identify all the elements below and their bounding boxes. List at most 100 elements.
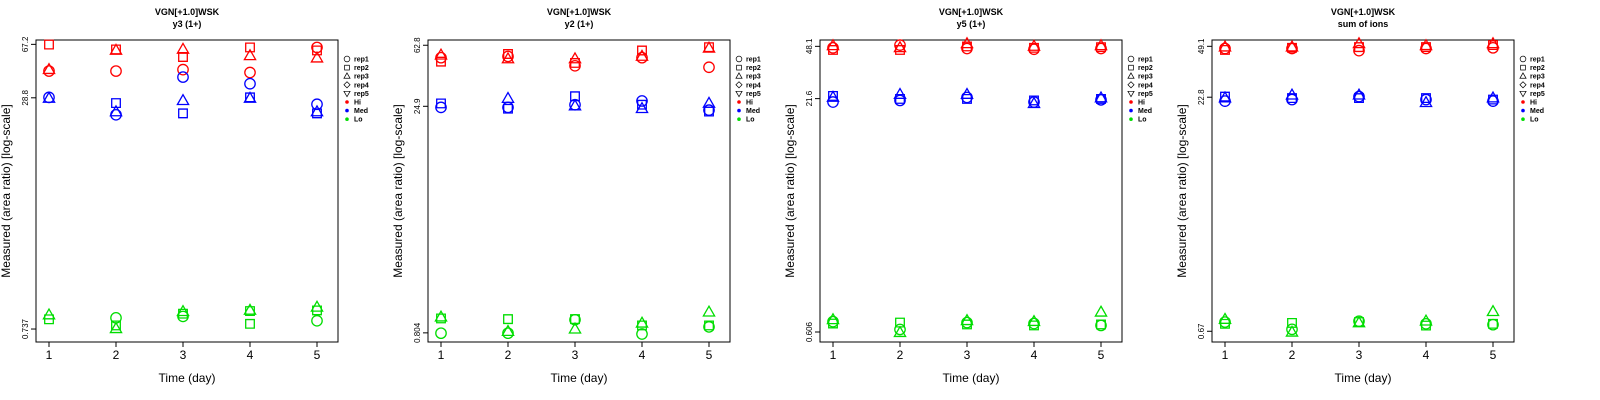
legend-label: Hi (354, 100, 361, 107)
legend-marker (343, 72, 351, 79)
data-point (110, 108, 122, 121)
data-point (1220, 44, 1230, 55)
chart-subtitle: y2 (1+) (565, 19, 594, 29)
legend-label: rep2 (354, 65, 369, 72)
data-point (1352, 315, 1366, 328)
y-tick-label: 48.1 (805, 38, 814, 54)
legend-marker (1127, 81, 1135, 89)
y-tick-label: 28.8 (21, 89, 30, 105)
data-point (502, 327, 514, 340)
y-tick-label: 0.606 (805, 321, 814, 342)
x-tick-label: 2 (505, 348, 512, 362)
data-point (961, 42, 973, 55)
x-axis-label: Time (day) (943, 371, 1000, 385)
data-point (893, 87, 907, 99)
legend-marker (735, 81, 743, 89)
data-point (501, 324, 515, 337)
chart-subtitle: y5 (1+) (957, 19, 986, 29)
legend-label: rep2 (1530, 65, 1545, 72)
data-point (962, 93, 972, 104)
x-tick-label: 1 (46, 348, 53, 362)
y-tick-label: 22.8 (1197, 89, 1206, 105)
y-tick-label: 62.8 (413, 37, 422, 53)
data-point (635, 101, 649, 114)
data-point (1094, 90, 1108, 103)
legend-marker (1521, 117, 1525, 121)
legend-label: rep1 (1530, 57, 1545, 64)
data-point (310, 104, 324, 117)
legend-marker (343, 55, 351, 63)
plot-frame (1211, 39, 1515, 343)
legend-label: rep3 (1138, 74, 1153, 81)
data-point (1420, 93, 1432, 106)
y-tick-label: 24.9 (413, 98, 422, 114)
legend-label: Med (1530, 108, 1544, 115)
data-point (568, 51, 582, 64)
legend-label: rep5 (1138, 91, 1153, 98)
data-point (44, 39, 54, 50)
data-point (1219, 316, 1231, 328)
data-point (42, 307, 56, 320)
legend-marker (1129, 100, 1133, 104)
data-point (826, 90, 840, 102)
data-point (243, 48, 257, 61)
chart-panel-3: VGN[+1.0]WSK y5 (1+) 1 2 3 4 5 Time (day) 0.606 2… (783, 0, 1184, 400)
data-point (1487, 95, 1499, 107)
x-tick-label: 3 (572, 348, 579, 362)
data-point (177, 310, 189, 323)
x-axis-label: Time (day) (159, 371, 216, 385)
data-point (703, 321, 715, 333)
legend-label: Hi (746, 100, 753, 107)
legend-label: rep5 (354, 91, 369, 98)
data-point (1029, 320, 1039, 331)
data-point (895, 45, 905, 55)
data-point (828, 45, 838, 55)
data-point (961, 91, 973, 104)
legend-marker (1519, 90, 1527, 98)
plot-frame (35, 39, 339, 343)
legend-label: rep3 (354, 74, 369, 81)
legend-label: rep5 (1530, 91, 1545, 98)
legend-label: Med (354, 108, 368, 115)
data-point (178, 108, 188, 119)
legend-label: rep4 (746, 82, 761, 89)
data-point (177, 71, 189, 83)
data-point (1487, 41, 1499, 54)
x-tick-label: 5 (1098, 348, 1105, 362)
legend-marker (1519, 72, 1527, 79)
x-tick-label: 4 (639, 348, 646, 362)
data-point (109, 321, 123, 334)
data-point (569, 313, 581, 326)
plot-frame (819, 39, 1123, 343)
x-tick-label: 1 (438, 348, 445, 362)
y-axis-label: Measured (area ratio) [log-scale] (0, 104, 13, 277)
legend-marker (1129, 108, 1133, 113)
data-point (569, 59, 581, 72)
x-tick-label: 4 (1423, 348, 1430, 362)
y-axis-label: Measured (area ratio) [log-scale] (391, 104, 405, 277)
data-point (1353, 44, 1365, 57)
legend-marker (345, 117, 349, 121)
data-point (311, 98, 323, 111)
chart-svg-4: VGN[+1.0]WSK sum of ions 1 2 3 4 5 Time (day) 0.… (1175, 7, 1545, 385)
data-point (636, 95, 648, 107)
data-point (312, 45, 322, 56)
data-point (894, 39, 906, 51)
legend-marker (345, 100, 349, 104)
y-tick-label: 67.2 (21, 36, 30, 52)
x-tick-label: 5 (1490, 348, 1497, 362)
data-point (244, 66, 256, 79)
data-point (637, 320, 647, 331)
legend-label: Lo (1138, 117, 1147, 124)
data-point (43, 65, 55, 77)
x-tick-label: 2 (113, 348, 120, 362)
data-point (245, 42, 255, 53)
legend-marker (1127, 55, 1135, 63)
data-point (1286, 93, 1298, 106)
data-point (501, 51, 515, 64)
data-point (1027, 96, 1041, 109)
data-point (635, 49, 649, 61)
chart-subtitle: sum of ions (1338, 19, 1389, 29)
data-point (435, 101, 447, 114)
legend-label: rep2 (1138, 65, 1153, 72)
